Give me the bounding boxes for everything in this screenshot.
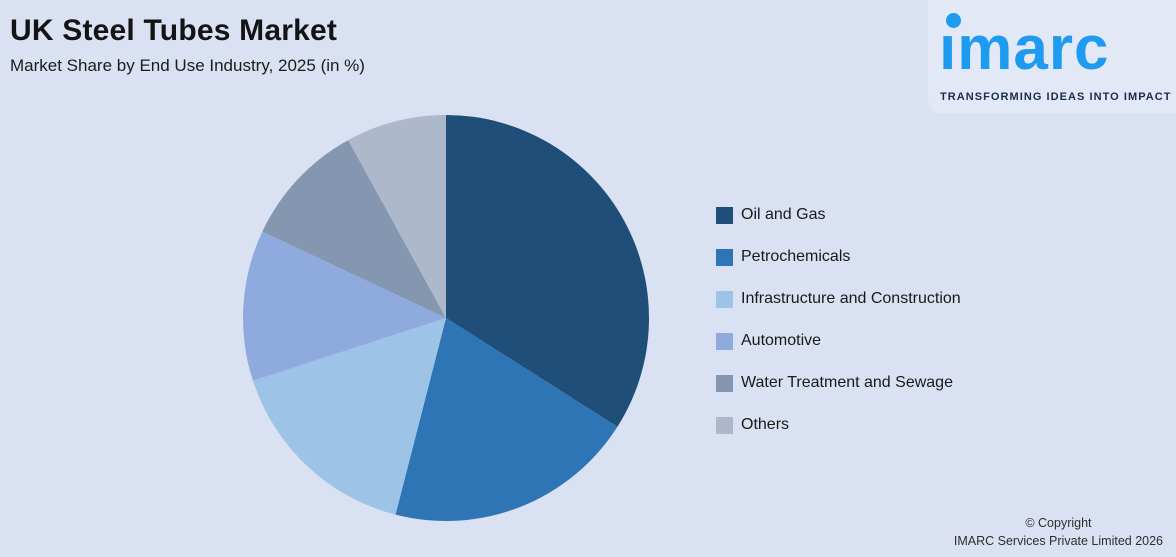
imarc-wordmark: ımarc xyxy=(939,14,1110,83)
legend-swatch-icon xyxy=(716,416,733,434)
copyright-line1: © Copyright xyxy=(1025,515,1092,530)
legend-label: Oil and Gas xyxy=(741,206,826,223)
pie-slice-water-treatment-and-sewage xyxy=(262,140,446,318)
copyright-notice: © Copyright IMARC Services Private Limit… xyxy=(954,514,1163,550)
legend-item-oil-and-gas: Oil and Gas xyxy=(716,206,961,224)
legend-label: Water Treatment and Sewage xyxy=(741,374,953,391)
imarc-i-dot-icon xyxy=(946,13,961,28)
pie-chart-svg xyxy=(243,115,649,521)
imarc-logo: ımarc TRANSFORMING IDEAS INTO IMPACT xyxy=(928,0,1176,113)
legend-swatch-icon xyxy=(716,290,733,308)
legend-swatch-icon xyxy=(716,206,733,224)
pie-slice-automotive xyxy=(243,231,446,381)
legend-item-water-treatment-and-sewage: Water Treatment and Sewage xyxy=(716,374,961,392)
legend-swatch-icon xyxy=(716,332,733,350)
pie-slice-oil-and-gas xyxy=(446,115,649,427)
legend-label: Infrastructure and Construction xyxy=(741,290,961,307)
legend-swatch-icon xyxy=(716,374,733,392)
imarc-tagline: TRANSFORMING IDEAS INTO IMPACT xyxy=(940,91,1172,103)
pie-chart xyxy=(243,115,649,521)
chart-legend: Oil and Gas Petrochemicals Infrastructure … xyxy=(716,206,961,458)
copyright-line2: IMARC Services Private Limited 2026 xyxy=(953,533,1163,548)
legend-item-others: Others xyxy=(716,416,961,434)
imarc-logo-inner: ımarc TRANSFORMING IDEAS INTO IMPACT xyxy=(936,0,1170,113)
legend-label: Petrochemicals xyxy=(741,248,851,265)
page-subtitle: Market Share by End Use Industry, 2025 (… xyxy=(10,55,365,75)
legend-item-petrochemicals: Petrochemicals xyxy=(716,248,961,266)
legend-item-infrastructure-and-construction: Infrastructure and Construction xyxy=(716,290,961,308)
legend-label: Others xyxy=(741,416,790,433)
pie-slice-petrochemicals xyxy=(395,318,618,521)
page-title: UK Steel Tubes Market xyxy=(10,14,338,47)
pie-slice-others xyxy=(348,115,446,318)
chart-header: UK Steel Tubes Market Market Share by En… xyxy=(10,14,365,76)
legend-item-automotive: Automotive xyxy=(716,332,961,350)
pie-slice-infrastructure-and-construction xyxy=(252,318,446,515)
legend-swatch-icon xyxy=(716,248,733,266)
legend-label: Automotive xyxy=(741,332,822,349)
